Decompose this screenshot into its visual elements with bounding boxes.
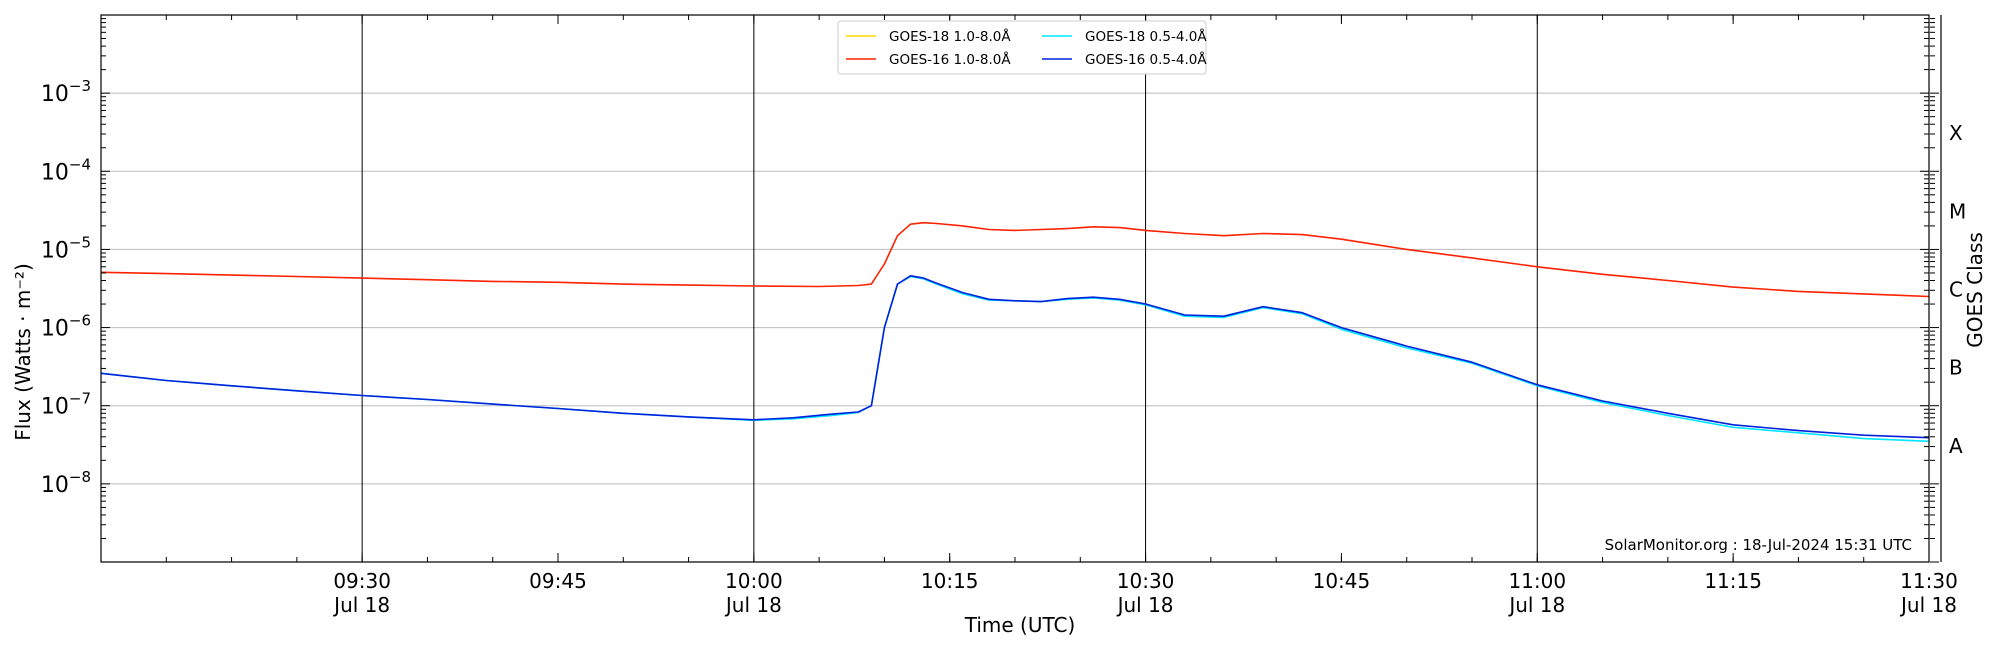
x-tick-sublabel: Jul 18 (1899, 593, 1957, 617)
x-tick-sublabel: Jul 18 (332, 593, 390, 617)
y-axis-label-right: GOES Class (1963, 232, 1987, 348)
source-annotation: SolarMonitor.org : 18-Jul-2024 15:31 UTC (1605, 536, 1912, 554)
goes-class-label: M (1949, 199, 1966, 223)
legend-entry: GOES-18 0.5-4.0Å (1085, 28, 1207, 45)
x-tick-label: 10:30 (1117, 569, 1175, 593)
y-axis-label: Flux (Watts · m⁻²) (11, 263, 35, 441)
x-tick-label: 10:15 (921, 569, 979, 593)
goes-class-label: X (1949, 121, 1963, 145)
y-tick-label: 10−4 (41, 155, 91, 185)
grid-layer (101, 92, 1929, 485)
x-tick-label: 11:00 (1508, 569, 1566, 593)
x-tick-label: 10:00 (725, 569, 783, 593)
y-tick-label: 10−6 (41, 312, 91, 342)
x-tick-sublabel: Jul 18 (1116, 593, 1174, 617)
legend-entry: GOES-16 1.0-8.0Å (889, 51, 1011, 68)
y-tick-label: 10−8 (41, 468, 91, 498)
series-layer (100, 221, 1930, 443)
legend-box (837, 20, 1207, 75)
legend: GOES-18 1.0-8.0Å GOES-18 0.5-4.0Å GOES-16 … (837, 20, 1207, 75)
x-tick-label: 09:45 (529, 569, 587, 593)
series-line-3 (100, 274, 1930, 439)
x-tick-label: 11:30 (1900, 569, 1958, 593)
x-tick-label: 11:15 (1704, 569, 1762, 593)
goes-class-label: B (1949, 356, 1963, 380)
x-tick-sublabel: Jul 18 (724, 593, 782, 617)
goes-class-label: A (1949, 434, 1963, 458)
y-tick-label: 10−3 (41, 77, 91, 107)
x-tick-sublabel: Jul 18 (1507, 593, 1565, 617)
series-line-1 (100, 221, 1930, 298)
plot-frame (100, 14, 1930, 563)
x-axis-label: Time (UTC) (964, 613, 1076, 637)
legend-entry: GOES-16 0.5-4.0Å (1085, 51, 1207, 68)
goes-class-label: C (1949, 278, 1963, 302)
x-tick-label: 10:45 (1313, 569, 1371, 593)
x-tick-label: 09:30 (333, 569, 391, 593)
y-tick-label: 10−7 (41, 390, 91, 420)
y-tick-label: 10−5 (41, 233, 91, 263)
legend-entry: GOES-18 1.0-8.0Å (889, 28, 1011, 45)
vertical-lines (361, 15, 1538, 562)
